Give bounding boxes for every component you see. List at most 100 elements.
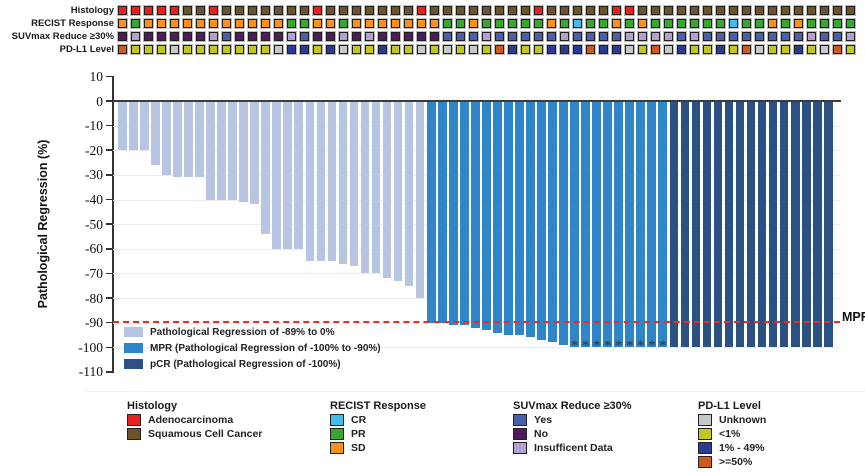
legend-item-label: 1% - 49% xyxy=(719,442,765,454)
annotation-cell xyxy=(339,19,348,28)
annotation-cell xyxy=(404,45,413,54)
y-tick-label: -90 xyxy=(85,315,103,331)
y-tick-mark xyxy=(106,75,112,78)
y-tick-mark xyxy=(106,100,112,102)
annotation-cell xyxy=(690,45,699,54)
annotation-cell xyxy=(638,19,647,28)
annotation-cell xyxy=(443,19,452,28)
annotation-cell xyxy=(742,6,751,15)
annotation-cell xyxy=(443,6,452,15)
annotation-cell xyxy=(391,6,400,15)
annotation-cell xyxy=(560,19,569,28)
annotation-cell xyxy=(742,45,751,54)
annotation-cell xyxy=(248,6,257,15)
annotation-cell xyxy=(677,45,686,54)
waterfall-bar xyxy=(118,102,127,151)
annotation-cell xyxy=(612,45,621,54)
annotation-cell xyxy=(144,32,153,41)
legend-swatch xyxy=(330,442,344,454)
annotation-cell xyxy=(521,19,530,28)
waterfall-bar xyxy=(184,102,193,178)
annotation-cell xyxy=(391,19,400,28)
waterfall-bar xyxy=(625,102,635,348)
legend-item: Adenocarcinoma xyxy=(127,414,307,427)
plot-legend-swatch xyxy=(124,359,143,369)
annotation-cell xyxy=(573,6,582,15)
waterfall-bar xyxy=(735,102,745,348)
annotation-cell xyxy=(313,45,322,54)
annotation-cell xyxy=(599,32,608,41)
annotation-cell xyxy=(417,45,426,54)
annotation-cell xyxy=(391,45,400,54)
waterfall-bar xyxy=(559,102,568,345)
annotation-cell xyxy=(846,45,855,54)
annotation-cell xyxy=(703,6,712,15)
annotation-cell xyxy=(599,19,608,28)
waterfall-bar xyxy=(647,102,657,348)
asterisk: * xyxy=(592,338,601,354)
y-tick-label: -20 xyxy=(85,142,103,158)
annotation-cell xyxy=(365,32,374,41)
annotation-cell xyxy=(235,32,244,41)
annotation-cell xyxy=(430,19,439,28)
annotation-cell xyxy=(131,45,140,54)
annotation-cell xyxy=(716,32,725,41)
annotation-cell xyxy=(820,45,829,54)
annotation-cell xyxy=(222,19,231,28)
y-axis-title: Pathological Regression (%) xyxy=(36,139,50,309)
annotation-cell xyxy=(430,32,439,41)
annotation-cell xyxy=(157,6,166,15)
annotation-cell xyxy=(768,19,777,28)
annotation-cell xyxy=(222,32,231,41)
mpr-threshold-line xyxy=(113,321,840,323)
waterfall-bar xyxy=(338,102,348,264)
annotation-cell xyxy=(846,19,855,28)
annotation-cell xyxy=(456,19,465,28)
waterfall-bar xyxy=(371,102,381,274)
legend-item: No xyxy=(513,428,693,441)
annotation-cell xyxy=(469,19,478,28)
annotation-cell xyxy=(508,32,517,41)
annotation-cell xyxy=(547,6,556,15)
annotation-cell xyxy=(534,45,543,54)
annotation-cell xyxy=(690,19,699,28)
annotation-cell xyxy=(313,32,322,41)
annotation-cell xyxy=(209,19,218,28)
legend-swatch xyxy=(513,414,527,426)
legend-swatch xyxy=(698,456,712,468)
annotation-cell xyxy=(417,6,426,15)
annotation-cell xyxy=(560,45,569,54)
annotation-cell xyxy=(209,6,218,15)
legend-item-label: No xyxy=(534,428,548,440)
annotation-cell xyxy=(339,45,348,54)
track-label-suvmax: SUVmax Reduce ≥30% xyxy=(11,31,114,42)
annotation-cell xyxy=(547,32,556,41)
y-tick-mark xyxy=(106,174,112,176)
annotation-cell xyxy=(742,32,751,41)
annotation-cell xyxy=(534,19,543,28)
waterfall-bar xyxy=(294,102,304,249)
annotation-cell xyxy=(339,32,348,41)
legend-item: >=50% xyxy=(698,456,865,469)
annotation-cell xyxy=(157,19,166,28)
annotation-cell xyxy=(677,19,686,28)
annotation-cell xyxy=(365,6,374,15)
waterfall-bar xyxy=(470,102,480,328)
waterfall-bar xyxy=(823,102,833,348)
annotation-cell xyxy=(820,19,829,28)
annotation-cell xyxy=(404,32,413,41)
annotation-cell xyxy=(755,6,764,15)
annotation-cell xyxy=(196,45,205,54)
annotation-cell xyxy=(794,6,803,15)
annotation-cell xyxy=(274,32,283,41)
waterfall-bar xyxy=(779,102,789,348)
annotation-cell xyxy=(404,19,413,28)
annotation-cell xyxy=(118,45,127,54)
annotation-cell xyxy=(430,6,439,15)
annotation-cell xyxy=(469,32,478,41)
legend-swatch xyxy=(127,414,141,426)
annotation-cell xyxy=(131,19,140,28)
annotation-cell xyxy=(352,45,361,54)
annotation-cell xyxy=(586,32,595,41)
annotation-cell xyxy=(625,32,634,41)
